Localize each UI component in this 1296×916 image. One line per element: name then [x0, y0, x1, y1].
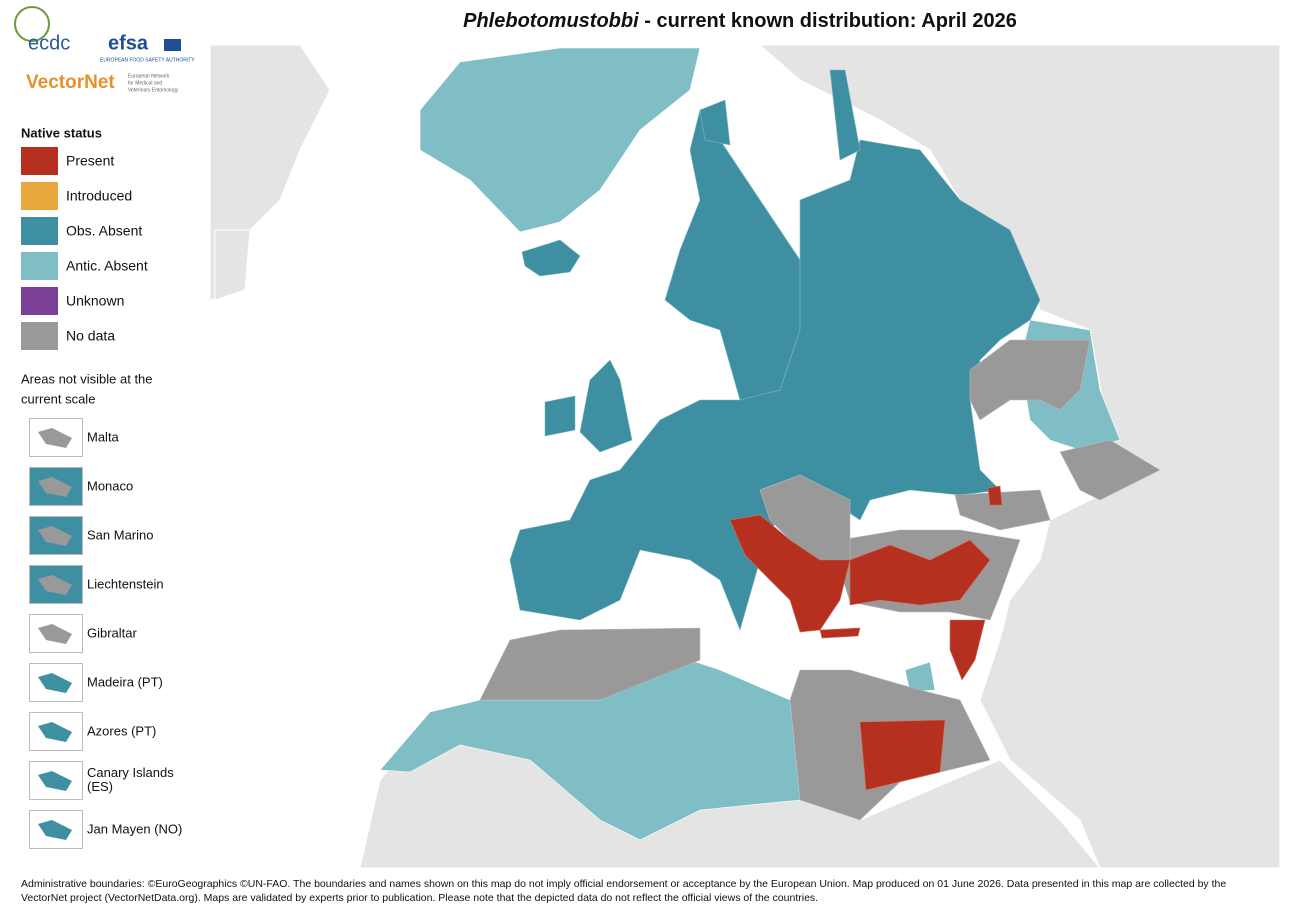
- inset-shape: [38, 673, 72, 693]
- title-rest: - current known distribution: April 2026: [638, 10, 1017, 32]
- novaya-zemlya: [829, 69, 861, 161]
- legend-swatch: [21, 252, 58, 280]
- iceland: [521, 239, 581, 277]
- inset-label: Monaco: [87, 478, 133, 493]
- footer-line: Administrative boundaries: ©EuroGeograph…: [21, 878, 1227, 890]
- legend-label: Introduced: [66, 188, 132, 204]
- labrador: [214, 229, 251, 301]
- efsa-subtitle: EUROPEAN FOOD SAFETY AUTHORITY: [100, 57, 195, 63]
- svalbard: [699, 99, 731, 146]
- inset-label: Liechtenstein: [87, 576, 164, 591]
- legend-title: Native status: [21, 125, 102, 140]
- efsa-logo: efsa: [108, 32, 149, 54]
- kazakhstan-area: [1059, 439, 1161, 501]
- inset-shape: [38, 526, 72, 546]
- legend-swatch: [21, 287, 58, 315]
- legend-label: Unknown: [66, 293, 124, 309]
- logos: ecdc efsa EUROPEAN FOOD SAFETY AUTHORITY…: [14, 6, 195, 93]
- legend-swatch: [21, 217, 58, 245]
- inset-label: Azores (PT): [87, 723, 156, 738]
- legend-label: Antic. Absent: [66, 258, 148, 274]
- ecdc-globe: [14, 6, 50, 42]
- legend-swatch: [21, 182, 58, 210]
- inset-label: Jan Mayen (NO): [87, 821, 182, 836]
- inset-label: Gibraltar: [87, 625, 138, 640]
- legend-label: No data: [66, 328, 115, 344]
- great-britain: [579, 359, 633, 453]
- legend-label: Obs. Absent: [66, 223, 142, 239]
- inset-label: San Marino: [87, 527, 153, 542]
- footer-line: VectorNet project (VectorNetData.org). M…: [21, 892, 819, 904]
- insets: Malta Monaco San Marino Liechtenstein Gibral…: [29, 418, 182, 849]
- inset-shape: [38, 428, 72, 448]
- species-name: Phlebotomustobbi: [463, 10, 639, 32]
- inset-label: Malta: [87, 429, 120, 444]
- legend: Present Introduced Obs. Absent Antic. Absen…: [21, 147, 148, 350]
- obs-absent-areas: [509, 69, 1041, 631]
- insets-title-1: Areas not visible at the: [21, 371, 153, 386]
- legend-label: Present: [66, 153, 114, 169]
- balkans-present: [729, 514, 851, 633]
- caspian-region: [969, 339, 1091, 421]
- map-title: Phlebotomustobbi - current known distrib…: [300, 10, 1180, 33]
- present-areas: [729, 485, 1003, 791]
- crete-present: [819, 627, 861, 639]
- caucasus-present: [987, 485, 1003, 506]
- ireland: [544, 395, 576, 437]
- vectornet-subtitle-3: Veterinary Entomology: [128, 87, 179, 93]
- legend-swatch: [21, 147, 58, 175]
- eu-flag: [164, 39, 181, 51]
- inset-shape: [38, 722, 72, 742]
- cyprus-area: [904, 661, 936, 693]
- inset-label: Canary Islands (ES): [87, 765, 174, 794]
- vectornet-subtitle-1: European Network: [128, 73, 170, 79]
- inset-shape: [38, 820, 72, 840]
- insets-title-2: current scale: [21, 391, 95, 406]
- inset-shape: [38, 575, 72, 595]
- inset-shape: [38, 771, 72, 791]
- vectornet-subtitle-2: for Medical and: [128, 80, 162, 86]
- turkey-present: [849, 539, 991, 606]
- caucasus: [954, 489, 1051, 531]
- egypt-present: [859, 719, 946, 791]
- inset-box: [29, 712, 83, 751]
- vectornet-logo: VectorNet: [26, 72, 115, 93]
- ecdc-logo: ecdc: [28, 32, 70, 54]
- greenland: [419, 47, 701, 233]
- footer: Administrative boundaries: ©EuroGeograph…: [21, 877, 1281, 905]
- levant-present: [949, 619, 986, 681]
- inset-shape: [38, 477, 72, 497]
- inset-label: Madeira (PT): [87, 674, 163, 689]
- legend-swatch: [21, 322, 58, 350]
- asia: [758, 44, 1281, 869]
- maghreb: [479, 627, 701, 701]
- inset-shape: [38, 624, 72, 644]
